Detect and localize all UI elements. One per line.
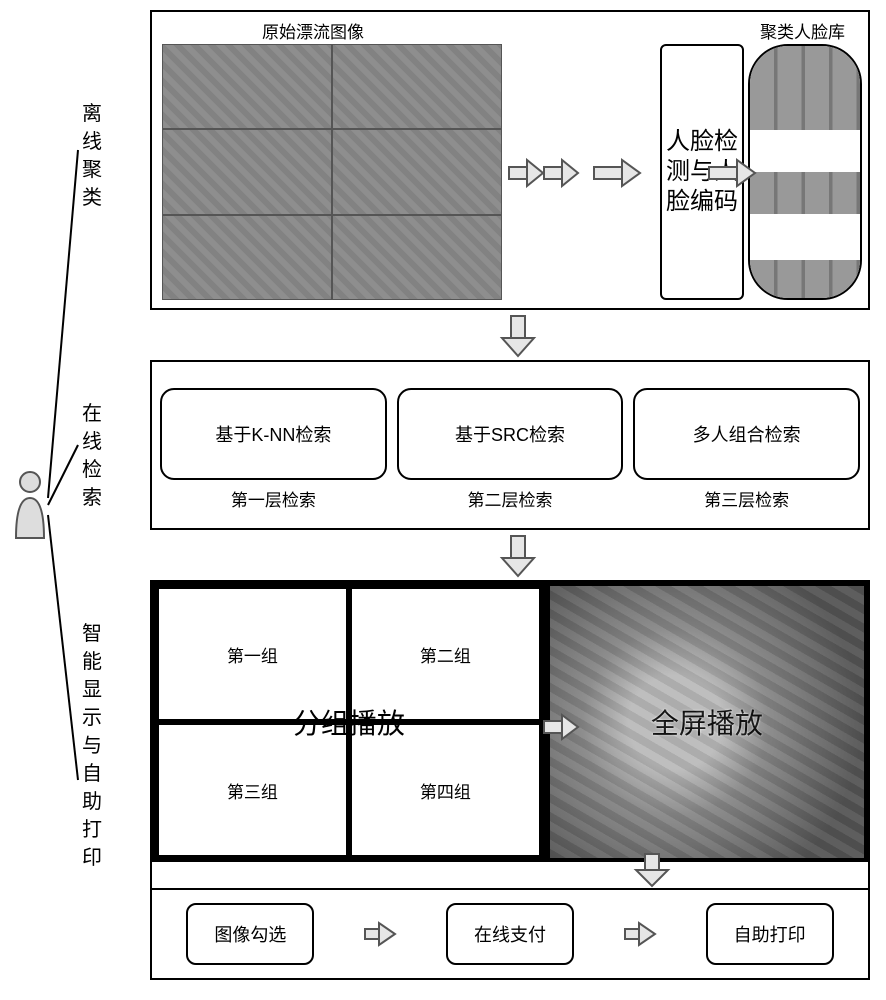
arrow-down-icon	[498, 534, 538, 578]
arrow-down-icon	[498, 314, 538, 358]
group-cell: 第三组	[156, 722, 349, 858]
retrieval-box-knn: 基于K-NN检索	[160, 388, 387, 480]
retrieval-box-src: 基于SRC检索	[397, 388, 624, 480]
image-cell	[332, 129, 502, 214]
branch-lines	[0, 0, 160, 1000]
arrow-down-icon	[632, 852, 672, 888]
image-cell	[332, 215, 502, 300]
stage1-vertical-label: 离线聚类	[82, 100, 102, 212]
stage-online-retrieval: 基于K-NN检索 基于SRC检索 多人组合检索 第一层检索 第二层检索 第三层检…	[150, 360, 870, 530]
stage-display-print: 第一组 第二组 第三组 第四组 分组播放 全屏播放 图像勾选 在线支付 自助打印	[150, 580, 870, 980]
image-cell	[332, 44, 502, 129]
header-original-images: 原始漂流图像	[262, 18, 364, 43]
arrow-icon	[542, 156, 580, 190]
step-select-images: 图像勾选	[186, 903, 314, 965]
stage2-vertical-label: 在线检索	[82, 400, 102, 512]
face-row	[750, 130, 860, 214]
group-cell: 第二组	[349, 586, 542, 722]
print-steps-row: 图像勾选 在线支付 自助打印	[152, 888, 868, 978]
stage3-vertical-label: 智能显示与自助打印	[82, 620, 102, 872]
header-face-db: 聚类人脸库	[760, 18, 845, 43]
retrieval-box-multi: 多人组合检索	[633, 388, 860, 480]
group-cell: 第一组	[156, 586, 349, 722]
retrieval-caption: 第三层检索	[633, 480, 860, 511]
image-cell	[162, 44, 332, 129]
arrow-icon	[542, 712, 580, 742]
face-row	[750, 46, 860, 130]
original-image-grid	[162, 44, 502, 300]
clustered-face-db	[748, 44, 862, 300]
image-cell	[162, 129, 332, 214]
stage-offline-clustering: 原始漂流图像 聚类人脸库 人脸检测与人脸编码	[150, 10, 870, 310]
step-online-pay: 在线支付	[446, 903, 574, 965]
retrieval-caption: 第一层检索	[160, 480, 387, 511]
fullscreen-play-panel: 全屏播放	[546, 582, 868, 862]
arrow-icon	[507, 156, 545, 190]
grouped-play-panel: 第一组 第二组 第三组 第四组 分组播放	[152, 582, 546, 862]
retrieval-caption: 第二层检索	[397, 480, 624, 511]
group-cell: 第四组	[349, 722, 542, 858]
arrow-icon	[623, 921, 657, 947]
face-row	[750, 214, 860, 298]
arrow-icon	[363, 921, 397, 947]
step-self-print: 自助打印	[706, 903, 834, 965]
arrow-icon	[592, 156, 642, 190]
fullscreen-play-title: 全屏播放	[550, 702, 864, 742]
arrow-icon	[707, 156, 757, 190]
image-cell	[162, 215, 332, 300]
